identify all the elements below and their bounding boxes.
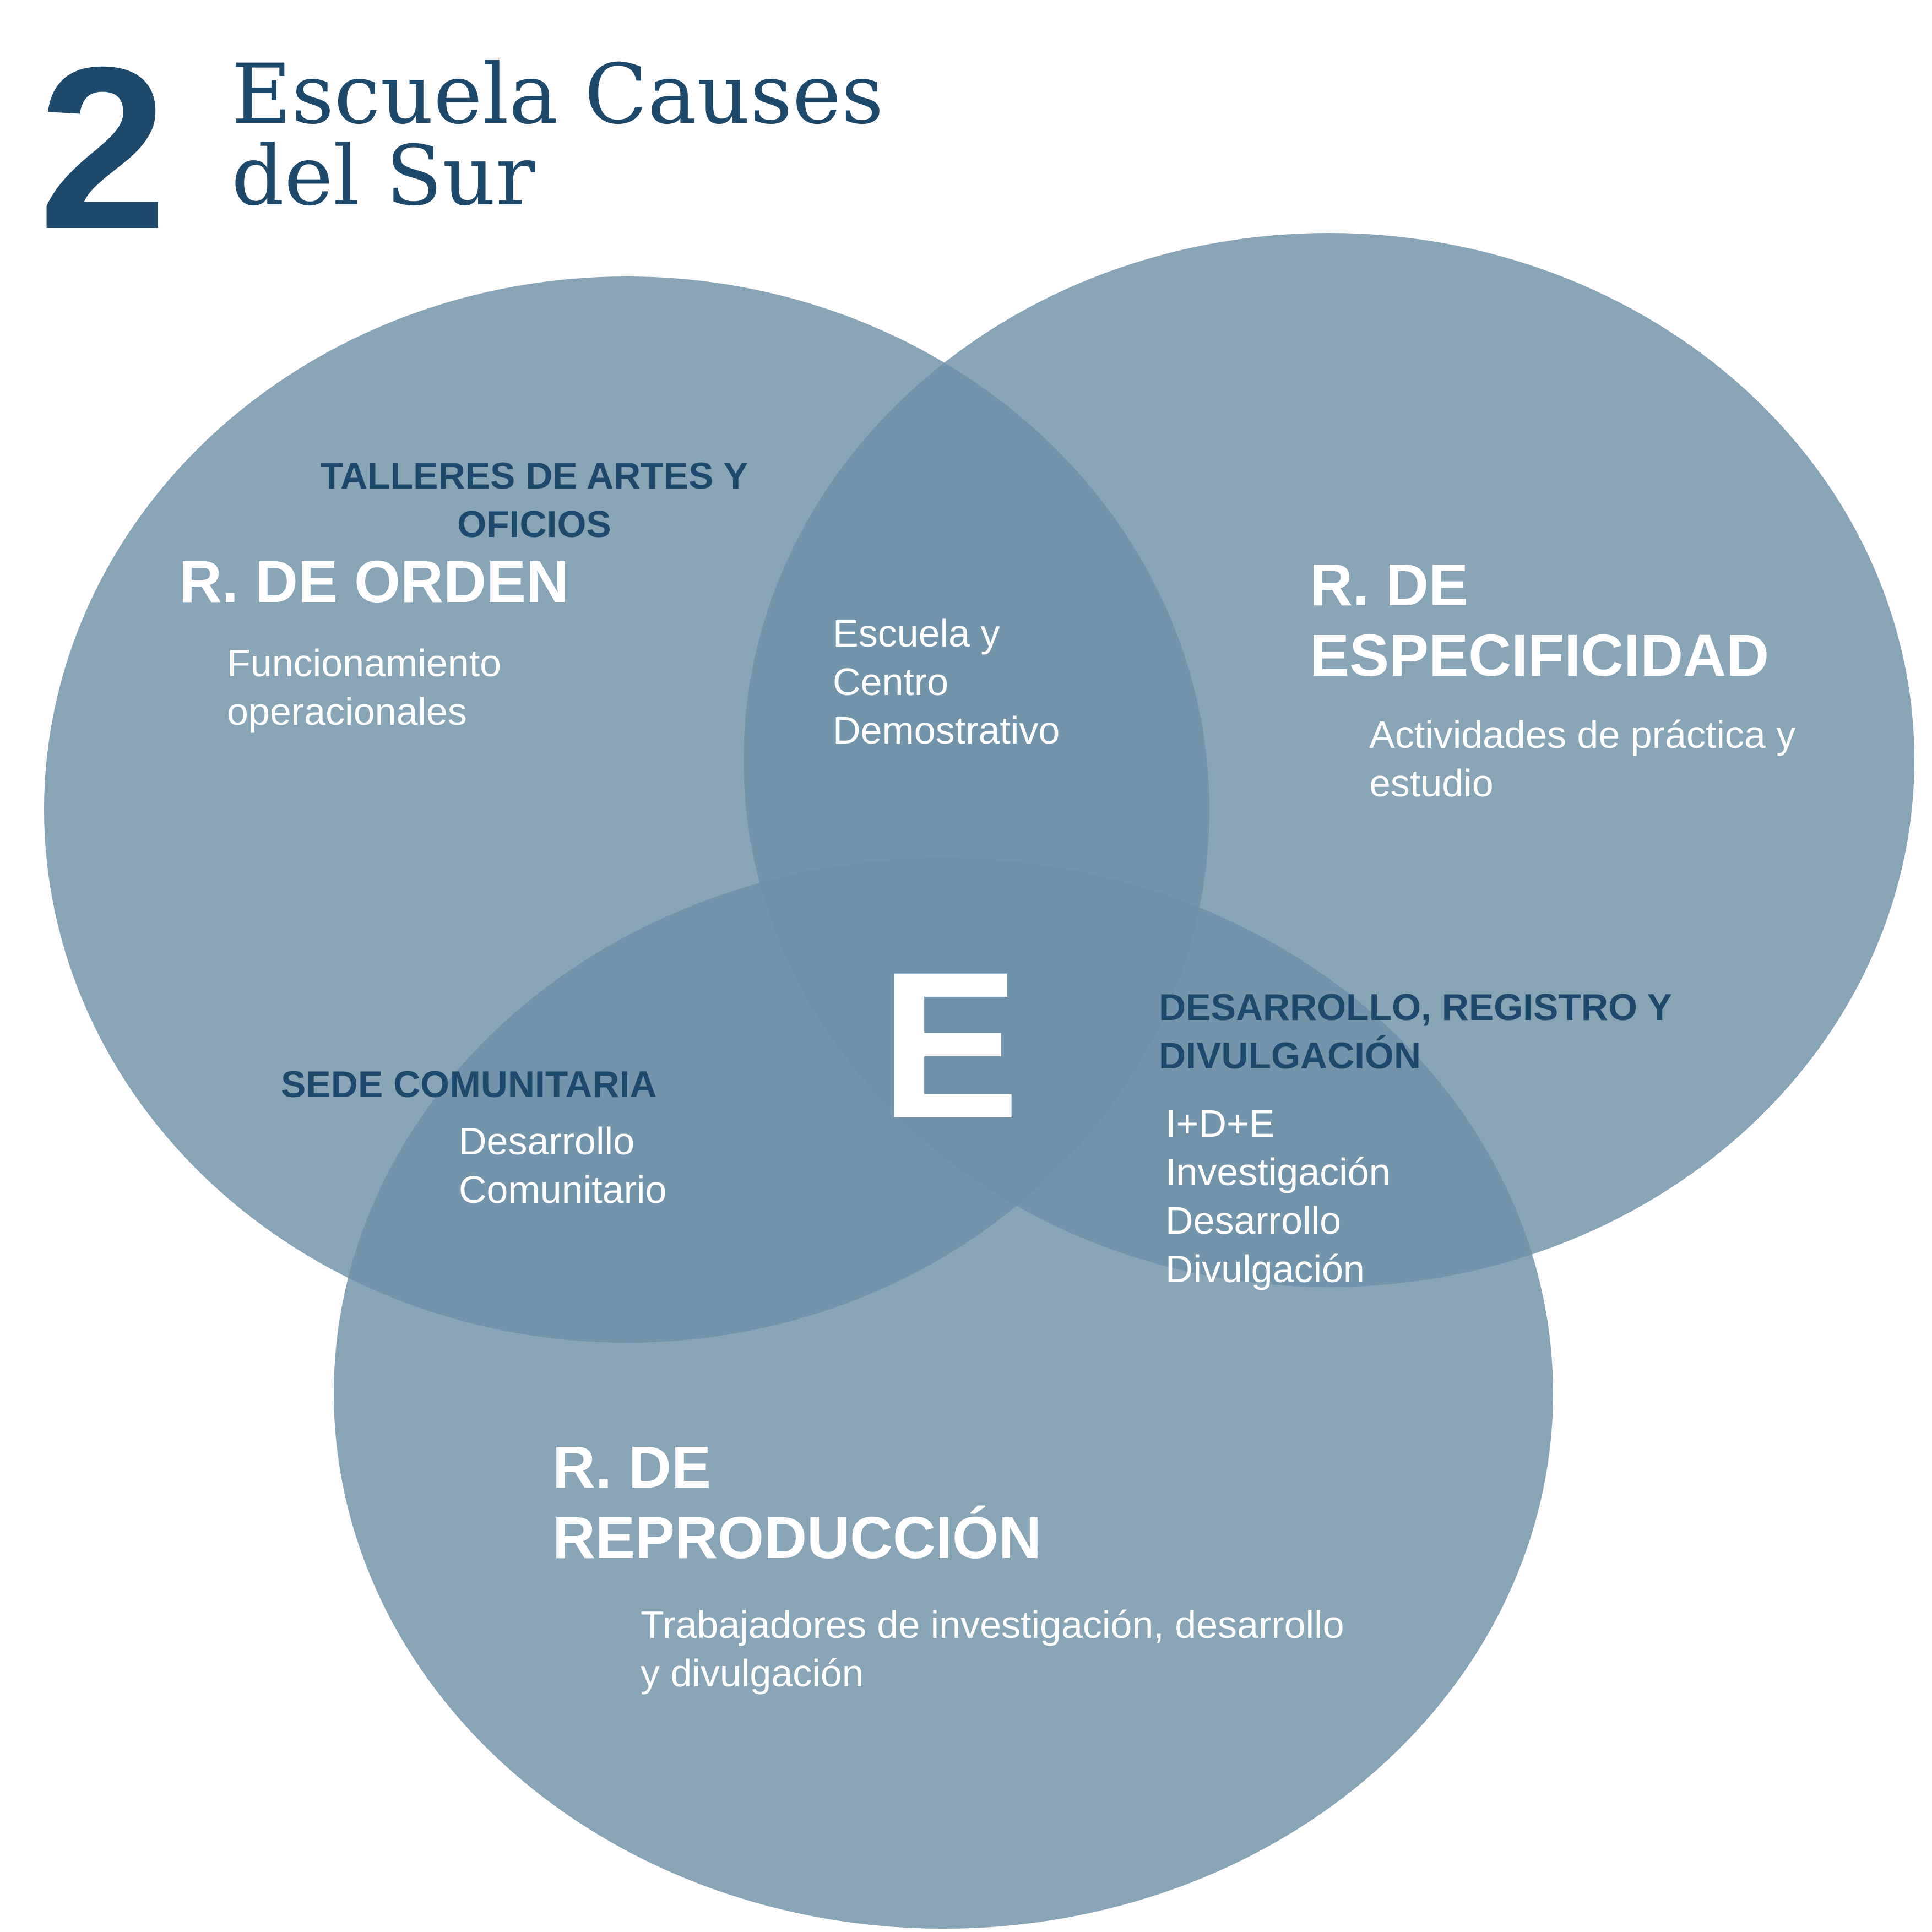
talleres-label: TALLERES DE ARTES Y OFICIOS [320, 455, 748, 545]
intersection-heading-desarrollo-registro: DESARROLLO, REGISTRO Y DIVULGACIÓN [1159, 986, 1671, 1077]
region-title-reproduccion-line1: R. DE [552, 1434, 712, 1500]
section-number: 2 [39, 19, 167, 278]
region-title-especificidad-line2: ESPECIFICIDAD [1310, 622, 1770, 688]
title-line-2: del Sur [231, 128, 535, 224]
region-title-reproduccion-line2: REPRODUCCIÓN [552, 1504, 1042, 1571]
region-desc-orden: Funcionamiento operacionales [227, 642, 502, 733]
center-label-e: E [880, 928, 1020, 1162]
intersection-line-investigacion: Investigación [1165, 1150, 1391, 1193]
circle-r-de-reproduccion [334, 858, 1553, 1929]
title-line-1: Escuela Causes [231, 47, 884, 143]
intersection-line-ide: I+D+E [1165, 1102, 1275, 1145]
intersection-line-divulgacion: Divulgación [1165, 1247, 1365, 1290]
intersection-desc-escuela: Escuela y Centro Demostrativo [833, 612, 1060, 752]
region-title-especificidad-line1: R. DE [1310, 551, 1469, 618]
region-desc-especificidad: Actividades de práctica y estudio [1369, 713, 1796, 805]
region-title-orden: R. DE ORDEN [179, 548, 569, 615]
region-desc-reproduccion: Trabajadores de investigación, desarroll… [641, 1603, 1344, 1695]
intersection-line-desarrollo: Desarrollo [1165, 1199, 1341, 1242]
intersection-desc-sede: Desarrollo Comunitario [459, 1120, 667, 1211]
intersection-heading-sede-comunitaria: SEDE COMUNITARIA [281, 1063, 657, 1105]
